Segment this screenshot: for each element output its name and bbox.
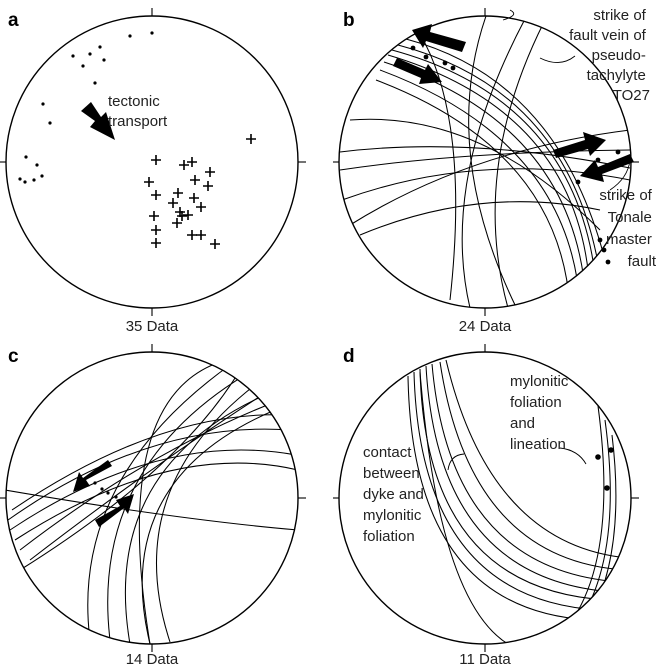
panel-c-caption: 14 Data [126,651,179,665]
panel-a-stereonet [5,15,299,309]
panel-b-vein-leader [502,9,576,63]
panel-a-pole-crosses [144,134,256,249]
panel-b: b [333,7,657,335]
panel-d-caption: 11 Data [459,651,511,665]
panel-d: d contact [333,344,639,665]
panel-b-letter: b [343,10,355,31]
panel-d-letter: d [343,346,355,367]
panel-d-mylonitic-leader [559,447,587,465]
panel-b-caption: 24 Data [459,318,512,335]
panel-d-lineation-dots [595,447,614,491]
tectonic-transport-arrow [81,102,115,140]
panel-c: c [0,344,306,665]
panel-b-great-circles [339,16,631,308]
panel-d-ticks [333,344,639,652]
panel-a-caption: 35 Data [126,318,179,335]
panel-b-shear-arrow-right-lower [580,154,634,182]
panel-b-shear-arrow-top [412,24,466,52]
panel-a-ticks [0,8,306,316]
panel-d-mylonitic-annotation: mylonitic foliation and lineation [510,373,573,453]
panel-c-shear-arrow-lower [95,494,134,527]
panel-a-letter: a [8,10,19,31]
panel-d-contact-leader [447,453,465,471]
panel-a-annotation: tectonic transport [108,93,168,130]
panel-b-vein-annotation: strike of fault vein of pseudo- tachylyt… [569,7,650,104]
panel-a-lineation-dots [18,31,154,184]
panel-b-shear-arrow-top-lower [393,58,442,84]
panel-c-letter: c [8,346,19,367]
panel-a: a [0,8,306,335]
panel-d-contact-annotation: contact between dyke and mylonitic folia… [363,444,428,545]
panel-b-shear-arrow-right-upper [553,132,606,158]
panel-c-lineation-dots [93,481,125,502]
panel-b-fault-leader [609,159,631,191]
panel-d-great-circles [407,359,629,644]
panel-c-ticks [0,344,306,652]
panel-b-fault-annotation: strike of Tonale master fault [599,187,657,270]
panel-c-shear-arrow-upper [73,460,112,492]
panel-c-great-circles [6,361,298,644]
